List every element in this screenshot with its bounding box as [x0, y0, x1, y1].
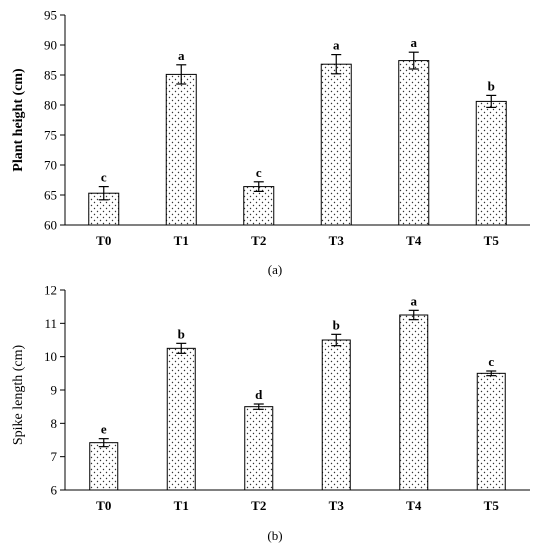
y-tick-label: 11: [44, 316, 57, 331]
bar-t2: [243, 186, 275, 226]
y-tick-label: 8: [51, 416, 58, 431]
x-tick-label: T3: [329, 233, 345, 248]
y-tick-label: 70: [44, 158, 57, 173]
significance-label: a: [178, 48, 185, 63]
significance-label: b: [488, 78, 495, 93]
x-tick-label: T0: [96, 233, 111, 248]
bar-t5: [475, 100, 507, 226]
bar-t3: [320, 63, 352, 226]
x-tick-label: T1: [174, 233, 189, 248]
y-tick-label: 60: [44, 218, 57, 233]
y-tick-label: 12: [44, 283, 57, 298]
x-tick-label: T1: [174, 498, 189, 513]
x-tick-label: T2: [251, 233, 266, 248]
x-tick-label: T0: [96, 498, 111, 513]
significance-label: a: [411, 293, 418, 308]
x-tick-label: T4: [406, 498, 422, 513]
significance-label: d: [255, 387, 263, 402]
y-tick-label: 6: [51, 483, 58, 498]
y-tick-label: 10: [44, 349, 57, 364]
x-tick-label: T3: [329, 498, 345, 513]
significance-label: c: [101, 170, 107, 185]
bar-t4: [399, 314, 429, 491]
significance-label: b: [178, 326, 185, 341]
significance-label: e: [101, 422, 107, 437]
bar-t4: [398, 60, 430, 226]
significance-label: b: [333, 317, 340, 332]
y-axis-title: Spike length (cm): [11, 345, 26, 446]
y-tick-label: 65: [44, 188, 57, 203]
bar-t2: [244, 406, 274, 491]
y-tick-label: 80: [44, 98, 57, 113]
y-axis-title: Plant height (cm): [11, 68, 26, 172]
bar-t5: [476, 372, 506, 491]
y-tick-label: 9: [51, 383, 58, 398]
chart-spike-length: Spike length (cm) 6 7 8 9 10 11 12 e T0 b T1 d T2 b T…: [11, 283, 530, 543]
significance-label: a: [411, 35, 418, 50]
bar-t1: [166, 347, 196, 491]
significance-label: a: [333, 38, 340, 53]
chart-plant-height: Plant height (cm) 60 65 70 75 80 85 90 95 c T0 a T…: [11, 8, 530, 277]
significance-label: c: [488, 354, 494, 369]
bar-t0: [89, 442, 119, 491]
x-tick-label: T2: [251, 498, 266, 513]
x-tick-label: T5: [484, 498, 500, 513]
y-tick-label: 95: [44, 8, 57, 23]
y-tick-label: 90: [44, 38, 57, 53]
significance-label: c: [256, 165, 262, 180]
y-tick-label: 85: [44, 68, 57, 83]
bar-t3: [321, 339, 351, 491]
y-tick-label: 7: [51, 449, 58, 464]
panel-label: (b): [267, 528, 282, 543]
x-tick-label: T5: [484, 233, 500, 248]
x-tick-label: T4: [406, 233, 422, 248]
panel-label: (a): [268, 262, 282, 277]
bar-t1: [165, 73, 197, 226]
y-tick-label: 75: [44, 128, 57, 143]
